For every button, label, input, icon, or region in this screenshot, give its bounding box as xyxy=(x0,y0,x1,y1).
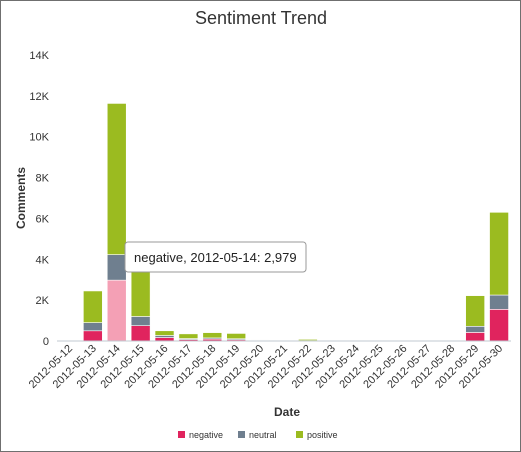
bar-negative-2012-05-29 xyxy=(465,332,485,342)
y-tick-label: 4K xyxy=(36,254,50,266)
bar-negative-2012-05-15 xyxy=(130,325,151,342)
legend: negative neutral positive xyxy=(178,430,338,440)
bar-positive-2012-05-14 xyxy=(106,103,127,255)
legend-label-negative: negative xyxy=(189,430,223,440)
y-tick-label: 8K xyxy=(36,173,50,185)
y-tick-label: 2K xyxy=(36,295,50,307)
legend-label-positive: positive xyxy=(307,430,338,440)
bar-positive-2012-05-19 xyxy=(226,333,247,340)
bar-negative-2012-05-30 xyxy=(489,309,509,342)
tooltip-text: negative, 2012-05-14: 2,979 xyxy=(134,250,297,265)
bar-positive-2012-05-15 xyxy=(130,267,151,317)
bar-positive-2012-05-18 xyxy=(202,332,223,339)
y-tick-label: 14K xyxy=(29,50,49,62)
tooltip-box xyxy=(124,241,307,273)
x-axis-title: Date xyxy=(274,405,300,419)
y-axis-title: Comments xyxy=(14,167,28,229)
bar-neutral-2012-05-30 xyxy=(489,294,509,310)
bar-neutral-2012-05-29 xyxy=(465,325,485,333)
bar-neutral-2012-05-15 xyxy=(130,316,151,326)
legend-swatch-negative xyxy=(178,431,185,438)
bar-positive-2012-05-30 xyxy=(489,212,509,296)
bar-positive-2012-05-17 xyxy=(178,333,199,339)
bar-positive-2012-05-20 xyxy=(250,339,270,341)
x-axis-ticks: 2012-05-122012-05-132012-05-142012-05-15… xyxy=(27,343,505,391)
y-axis-ticks: 0 2K 4K 6K 8K 10K 12K 14K xyxy=(29,50,49,348)
bar-negative-2012-05-16 xyxy=(154,337,175,342)
bar-positive-2012-05-16 xyxy=(154,330,175,336)
y-tick-label: 6K xyxy=(36,213,50,225)
bar-neutral-2012-05-16 xyxy=(154,335,175,338)
y-tick-label: 12K xyxy=(29,91,49,103)
bar-positive-2012-05-22 xyxy=(298,339,318,341)
legend-swatch-neutral xyxy=(238,431,245,438)
tooltip: negative, 2012-05-14: 2,979 xyxy=(124,241,307,273)
bar-neutral-2012-05-14 xyxy=(106,254,127,281)
bar-neutral-2012-05-13 xyxy=(83,322,103,332)
bar-negative-2012-05-14 xyxy=(106,279,127,342)
bar-negative-2012-05-13 xyxy=(83,330,103,342)
y-tick-label: 10K xyxy=(29,132,49,144)
bars xyxy=(83,103,509,342)
legend-label-neutral: neutral xyxy=(249,430,277,440)
bar-positive-2012-05-29 xyxy=(465,295,485,327)
chart-title: Sentiment Trend xyxy=(195,8,327,28)
legend-swatch-positive xyxy=(296,431,303,438)
bar-positive-2012-05-13 xyxy=(83,290,103,323)
y-tick-label: 0 xyxy=(43,336,49,348)
